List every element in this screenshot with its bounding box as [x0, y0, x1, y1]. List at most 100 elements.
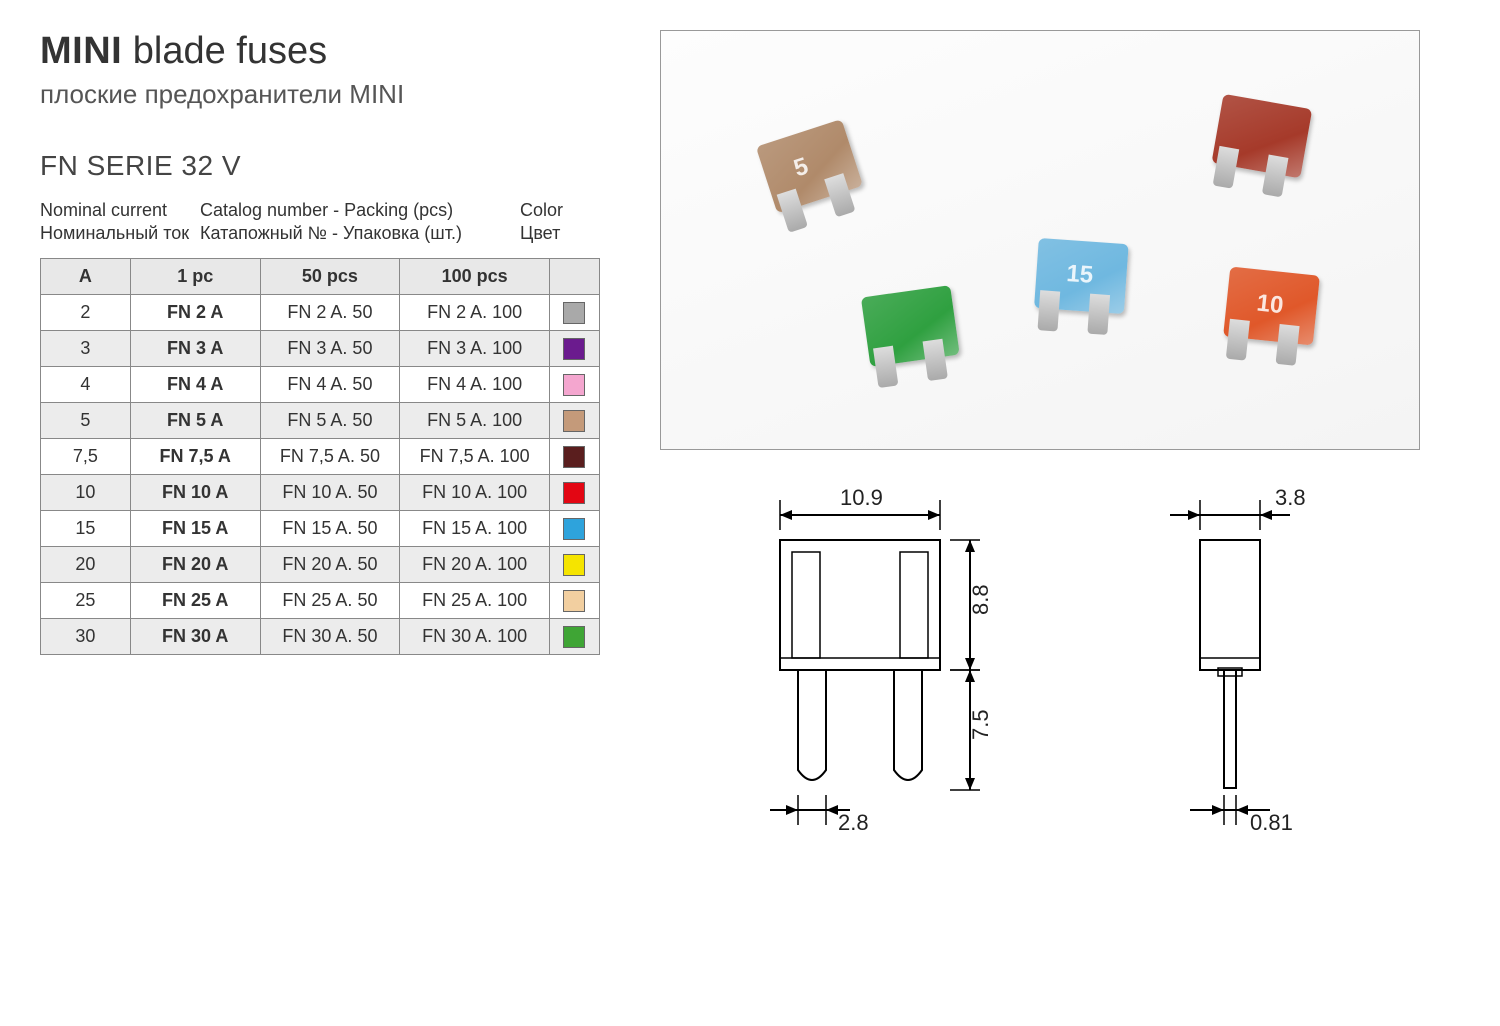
dimension-drawings: 10.9 8.8	[660, 480, 1460, 840]
title-light: blade fuses	[122, 30, 327, 72]
table-cell: FN 4 A	[130, 367, 260, 403]
table-cell: FN 7,5 A. 100	[400, 439, 550, 475]
series-label: FN SERIE 32 V	[40, 150, 600, 182]
hdr-nominal-ru: Номинальный ток	[40, 223, 200, 244]
table-cell: FN 30 A. 100	[400, 619, 550, 655]
table-cell: FN 30 A. 50	[260, 619, 400, 655]
dim-leg-width: 2.8	[838, 810, 869, 835]
hdr-nominal-en: Nominal current	[40, 200, 200, 221]
column-headers-ru: Номинальный ток Катапожный № - Упаковка …	[40, 223, 600, 244]
table-row: 5FN 5 AFN 5 A. 50FN 5 A. 100	[41, 403, 600, 439]
color-swatch	[563, 410, 585, 432]
fuse-photo-label: 15	[1065, 260, 1094, 290]
table-cell: 2	[41, 295, 131, 331]
table-header: 50 pcs	[260, 259, 400, 295]
table-cell: FN 7,5 A	[130, 439, 260, 475]
color-cell	[549, 439, 599, 475]
table-cell: FN 10 A. 100	[400, 475, 550, 511]
subtitle-ru: плоские предохранители MINI	[40, 79, 600, 110]
table-cell: 20	[41, 547, 131, 583]
color-cell	[549, 331, 599, 367]
table-row: 15FN 15 AFN 15 A. 50FN 15 A. 100	[41, 511, 600, 547]
color-swatch	[563, 482, 585, 504]
table-row: 3FN 3 AFN 3 A. 50FN 3 A. 100	[41, 331, 600, 367]
table-row: 30FN 30 AFN 30 A. 50FN 30 A. 100	[41, 619, 600, 655]
table-cell: FN 3 A	[130, 331, 260, 367]
table-cell: FN 10 A	[130, 475, 260, 511]
fuse-photo-item: 15	[1008, 226, 1155, 336]
dim-leg-height: 7.5	[968, 709, 993, 740]
table-cell: FN 25 A. 100	[400, 583, 550, 619]
hdr-catalog-ru: Катапожный № - Упаковка (шт.)	[200, 223, 520, 244]
table-cell: FN 25 A. 50	[260, 583, 400, 619]
table-cell: 4	[41, 367, 131, 403]
table-cell: 5	[41, 403, 131, 439]
table-cell: FN 25 A	[130, 583, 260, 619]
table-header: A	[41, 259, 131, 295]
table-row: 7,5FN 7,5 AFN 7,5 A. 50FN 7,5 A. 100	[41, 439, 600, 475]
fuse-table: A1 pc50 pcs100 pcs 2FN 2 AFN 2 A. 50FN 2…	[40, 258, 600, 655]
table-cell: FN 3 A. 50	[260, 331, 400, 367]
fuse-photo-label: 10	[1255, 290, 1284, 321]
table-header: 1 pc	[130, 259, 260, 295]
table-cell: 30	[41, 619, 131, 655]
column-headers-en: Nominal current Catalog number - Packing…	[40, 200, 600, 221]
color-cell	[549, 511, 599, 547]
table-cell: 25	[41, 583, 131, 619]
product-photo: 51510	[660, 30, 1420, 450]
color-cell	[549, 367, 599, 403]
dim-body-height: 8.8	[968, 584, 993, 615]
hdr-color-en: Color	[520, 200, 600, 221]
table-cell: 10	[41, 475, 131, 511]
table-row: 20FN 20 AFN 20 A. 50FN 20 A. 100	[41, 547, 600, 583]
dim-side-width: 3.8	[1275, 485, 1306, 510]
color-cell	[549, 547, 599, 583]
color-cell	[549, 475, 599, 511]
table-cell: FN 15 A. 50	[260, 511, 400, 547]
table-cell: FN 2 A	[130, 295, 260, 331]
dim-front-view: 10.9 8.8	[720, 480, 1040, 840]
color-swatch	[563, 302, 585, 324]
page-title: MINI blade fuses	[40, 30, 600, 73]
table-cell: FN 3 A. 100	[400, 331, 550, 367]
table-header: 100 pcs	[400, 259, 550, 295]
color-swatch	[563, 518, 585, 540]
table-row: 2FN 2 AFN 2 A. 50FN 2 A. 100	[41, 295, 600, 331]
table-cell: FN 10 A. 50	[260, 475, 400, 511]
color-swatch	[563, 338, 585, 360]
title-bold: MINI	[40, 30, 122, 72]
table-row: 10FN 10 AFN 10 A. 50FN 10 A. 100	[41, 475, 600, 511]
color-cell	[549, 583, 599, 619]
dim-width: 10.9	[840, 485, 883, 510]
table-header	[549, 259, 599, 295]
color-swatch	[563, 554, 585, 576]
table-cell: 15	[41, 511, 131, 547]
table-cell: FN 4 A. 50	[260, 367, 400, 403]
table-row: 25FN 25 AFN 25 A. 50FN 25 A. 100	[41, 583, 600, 619]
table-cell: FN 2 A. 100	[400, 295, 550, 331]
table-cell: FN 20 A. 100	[400, 547, 550, 583]
table-row: 4FN 4 AFN 4 A. 50FN 4 A. 100	[41, 367, 600, 403]
table-cell: FN 2 A. 50	[260, 295, 400, 331]
table-cell: 3	[41, 331, 131, 367]
fuse-photo-item: 10	[1196, 254, 1346, 368]
table-cell: FN 20 A	[130, 547, 260, 583]
dim-side-view: 3.8 0.81	[1130, 480, 1350, 840]
table-cell: FN 5 A. 50	[260, 403, 400, 439]
table-cell: FN 20 A. 50	[260, 547, 400, 583]
fuse-photo-item	[835, 272, 988, 391]
table-cell: 7,5	[41, 439, 131, 475]
color-swatch	[563, 446, 585, 468]
color-swatch	[563, 626, 585, 648]
table-cell: FN 7,5 A. 50	[260, 439, 400, 475]
color-swatch	[563, 590, 585, 612]
hdr-catalog-en: Catalog number - Packing (pcs)	[200, 200, 520, 221]
dim-thickness: 0.81	[1250, 810, 1293, 835]
hdr-color-ru: Цвет	[520, 223, 600, 244]
table-cell: FN 5 A. 100	[400, 403, 550, 439]
table-cell: FN 4 A. 100	[400, 367, 550, 403]
fuse-photo-item	[1183, 80, 1338, 203]
color-cell	[549, 295, 599, 331]
color-cell	[549, 619, 599, 655]
table-cell: FN 5 A	[130, 403, 260, 439]
